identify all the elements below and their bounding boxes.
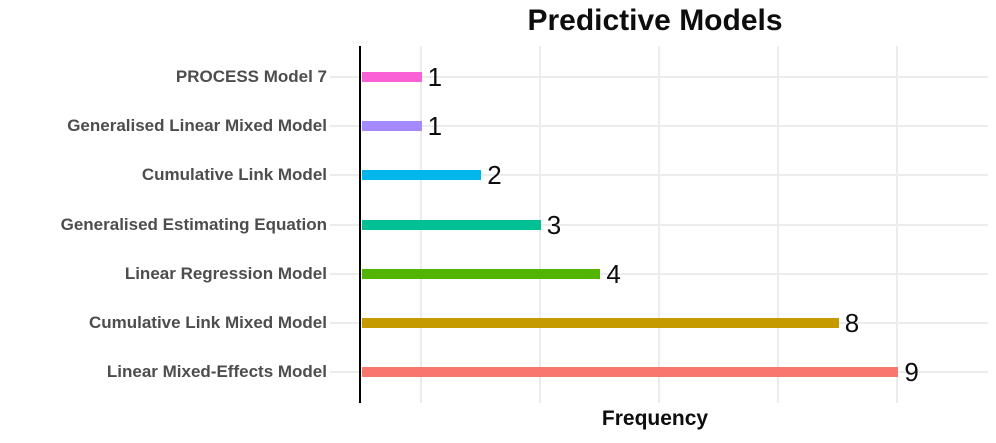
- value-label: 8: [844, 308, 860, 338]
- bar: [362, 367, 899, 378]
- value-label: 2: [487, 160, 502, 191]
- value-label: 1: [427, 111, 443, 142]
- category-label: Linear Mixed-Effects Model: [106, 362, 327, 382]
- category-label: Linear Regression Model: [124, 263, 327, 283]
- bar: [362, 121, 422, 132]
- value-label: 1: [427, 62, 443, 92]
- y-axis-line: [359, 46, 361, 403]
- y-gridline: [330, 125, 988, 128]
- category-label: Cumulative Link Mixed Model: [88, 313, 327, 332]
- chart-title: Predictive Models: [527, 4, 783, 37]
- bar: [362, 268, 601, 279]
- category-label: PROCESS Model 7: [175, 67, 327, 86]
- y-gridline: [330, 76, 988, 78]
- category-label: Generalised Estimating Equation: [60, 214, 327, 234]
- y-gridline: [330, 272, 988, 275]
- bar: [362, 72, 422, 82]
- y-gridline: [330, 174, 988, 177]
- value-label: 4: [606, 258, 621, 289]
- x-axis-title: Frequency: [601, 407, 709, 430]
- bar: [362, 170, 482, 181]
- y-gridline: [330, 223, 988, 226]
- category-label: Cumulative Link Model: [141, 165, 327, 185]
- value-label: 9: [904, 357, 919, 388]
- bar: [362, 318, 839, 328]
- category-label: Generalised Linear Mixed Model: [67, 116, 327, 136]
- bar: [362, 219, 541, 230]
- value-label: 3: [546, 209, 562, 240]
